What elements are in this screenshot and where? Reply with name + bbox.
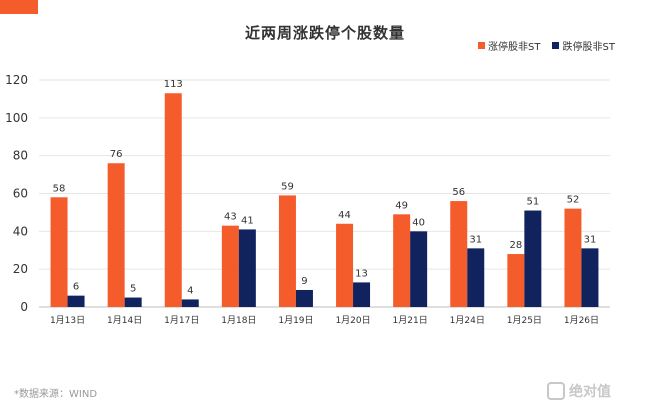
bar-up [564,208,582,307]
corner-accent-bar [0,0,38,14]
bar-up [50,197,68,307]
data-label-down: 31 [469,234,482,245]
x-category-label: 1月25日 [507,315,542,326]
data-label-up: 44 [338,210,351,221]
bar-up [107,163,125,307]
y-tick-label: 120 [5,73,28,87]
data-label-down: 5 [130,284,136,295]
bar-down [67,295,85,307]
data-label-up: 49 [395,200,408,211]
x-category-label: 1月17日 [164,315,199,326]
x-category-label: 1月13日 [50,315,85,326]
data-label-down: 13 [355,268,368,279]
data-label-up: 59 [281,181,294,192]
legend-item-down: 跌停股非ST [552,38,615,53]
bar-up [164,93,182,307]
x-category-label: 1月18日 [221,315,256,326]
data-label-down: 9 [301,276,307,287]
data-label-up: 113 [164,79,183,90]
bar-up [450,201,468,307]
y-tick-label: 60 [13,187,28,201]
legend-item-up: 涨停股非ST [478,38,540,53]
watermark-logo: 绝对值 [547,381,611,401]
data-label-down: 31 [584,234,597,245]
legend-swatch-up [478,42,485,49]
bar-down [581,248,599,307]
bar-down [467,248,485,307]
bar-up [221,225,239,307]
bar-down [181,299,199,307]
y-tick-label: 20 [13,262,28,276]
legend-label-down: 跌停股非ST [562,42,615,53]
bar-down [353,282,371,307]
logo-icon [547,382,565,400]
x-category-label: 1月26日 [564,315,599,326]
x-category-label: 1月24日 [450,315,485,326]
watermark-text: 绝对值 [569,384,611,400]
data-label-up: 43 [224,212,237,223]
data-label-down: 51 [526,197,539,208]
bar-down [124,297,142,307]
chart-title: 近两周涨跌停个股数量 [244,24,405,42]
bar-up [393,214,411,307]
data-label-up: 28 [509,240,522,251]
data-label-up: 52 [567,195,580,206]
data-label-up: 76 [110,149,123,160]
data-label-up: 56 [452,187,465,198]
data-label-down: 6 [73,282,79,293]
y-tick-label: 80 [13,149,28,163]
bar-down [295,289,313,307]
bar-up [336,223,354,307]
legend-label-up: 涨停股非ST [488,42,541,53]
data-label-down: 40 [412,217,425,228]
x-category-label: 1月21日 [393,315,428,326]
bar-up [278,195,296,307]
bar-down [524,210,542,307]
y-tick-label: 40 [13,224,28,238]
bar-down [410,231,428,307]
x-category-label: 1月19日 [278,315,313,326]
x-category-label: 1月14日 [107,315,142,326]
y-tick-label: 0 [20,300,28,314]
legend-swatch-down [552,42,560,49]
x-category-label: 1月20日 [335,315,370,326]
data-label-down: 41 [241,215,254,226]
legend: 涨停股非ST 跌停股非ST [478,38,615,53]
data-label-down: 4 [187,285,193,296]
source-note: *数据来源：WIND [14,389,98,400]
data-label-up: 58 [53,183,66,194]
bar-up [507,254,525,307]
bar-down [238,229,256,307]
y-tick-label: 100 [5,111,28,125]
